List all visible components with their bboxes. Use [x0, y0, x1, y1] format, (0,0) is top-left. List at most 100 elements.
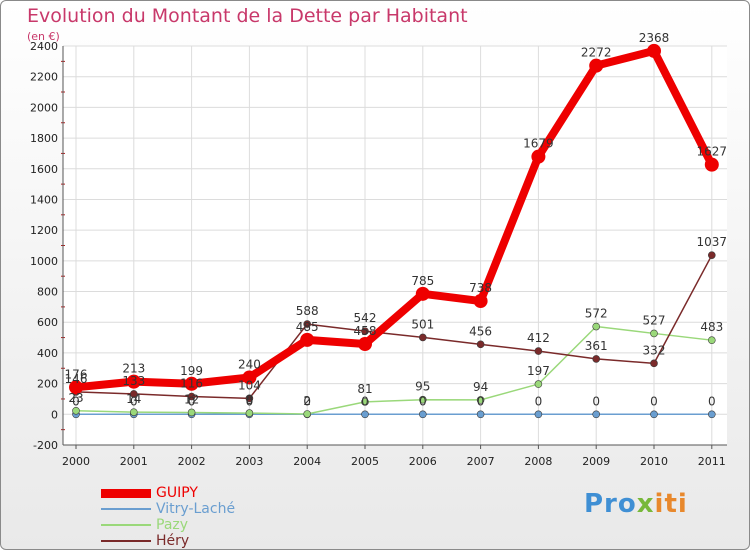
- legend-label: Héry: [156, 533, 190, 549]
- data-label-hery: 332: [643, 343, 666, 357]
- data-label-hery: 116: [180, 377, 203, 391]
- y-tick-label: 2000: [30, 101, 58, 114]
- data-label-vitry-lache: 0: [246, 394, 254, 408]
- data-point-vitry-lache: [418, 410, 427, 419]
- data-label-hery: 104: [238, 378, 261, 392]
- data-label-guipy: 785: [411, 274, 434, 288]
- data-point-pazy: [245, 409, 254, 417]
- y-tick-label: 0: [51, 408, 58, 421]
- data-label-vitry-lache: 0: [72, 394, 80, 408]
- data-label-guipy: 458: [354, 324, 377, 338]
- data-label-vitry-lache: 0: [419, 394, 427, 408]
- data-point-pazy: [418, 395, 427, 404]
- data-point-pazy: [187, 408, 196, 417]
- legend-label: Pazy: [156, 517, 189, 533]
- data-label-vitry-lache: 0: [592, 394, 600, 408]
- data-label-pazy: 527: [643, 313, 666, 327]
- data-label-pazy: 23: [68, 391, 83, 405]
- x-tick-label: 2000: [62, 455, 90, 468]
- data-point-pazy: [361, 398, 369, 406]
- data-label-guipy: 213: [122, 362, 145, 376]
- data-point-guipy: [126, 374, 141, 389]
- y-tick-label: 1000: [30, 255, 58, 268]
- data-label-hery: 542: [354, 311, 377, 325]
- chart-subtitle: (en €): [27, 30, 60, 43]
- data-label-guipy: 176: [65, 367, 88, 381]
- data-point-hery: [534, 347, 543, 355]
- data-point-pazy: [707, 336, 716, 344]
- data-point-pazy: [130, 408, 138, 416]
- data-label-guipy: 1627: [697, 145, 728, 159]
- data-label-hery: 1037: [697, 235, 728, 249]
- data-label-vitry-lache: 0: [188, 394, 196, 408]
- y-tick-label: 400: [37, 347, 58, 360]
- data-label-guipy: 199: [180, 364, 203, 378]
- data-point-guipy: [704, 157, 719, 172]
- data-point-pazy: [72, 406, 80, 415]
- data-label-pazy: 12: [184, 392, 199, 406]
- y-tick-label: 1200: [30, 224, 58, 237]
- data-label-vitry-lache: 0: [130, 394, 138, 408]
- data-point-guipy: [358, 337, 372, 352]
- data-label-pazy: 572: [585, 307, 608, 321]
- data-point-hery: [476, 340, 485, 349]
- data-point-guipy: [589, 58, 604, 73]
- y-tick-label: 600: [37, 316, 58, 329]
- data-point-pazy: [650, 329, 658, 338]
- x-tick-label: 2010: [640, 455, 668, 468]
- series-line-guipy: [72, 46, 716, 392]
- data-point-hery: [592, 355, 601, 363]
- data-label-hery: 501: [411, 317, 434, 331]
- data-label-vitry-lache: 0: [708, 394, 716, 408]
- data-point-hery: [650, 359, 658, 368]
- data-label-guipy: 485: [296, 320, 319, 334]
- data-point-pazy: [534, 380, 543, 388]
- data-point-hery: [187, 392, 196, 401]
- data-point-hery: [303, 320, 312, 328]
- data-point-hery: [418, 333, 427, 342]
- data-point-hery: [245, 394, 254, 403]
- y-tick-label: 1800: [30, 132, 58, 145]
- x-tick-label: 2011: [698, 455, 726, 468]
- data-point-guipy: [531, 149, 546, 164]
- data-point-guipy: [69, 380, 83, 395]
- data-point-vitry-lache: [592, 410, 601, 419]
- proxiti-logo: Proxiti: [584, 489, 688, 519]
- data-point-guipy: [473, 294, 488, 309]
- series-line-hery: [75, 254, 713, 400]
- data-label-hery: 412: [527, 331, 550, 345]
- legend-swatch-pazy: [101, 524, 151, 526]
- data-point-pazy: [476, 396, 485, 404]
- data-label-vitry-lache: 0: [477, 394, 485, 408]
- data-label-pazy: 14: [126, 392, 141, 406]
- data-label-guipy: 2272: [581, 46, 612, 60]
- data-label-hery: 456: [469, 324, 492, 338]
- data-point-guipy: [184, 376, 199, 391]
- data-label-hery: 146: [65, 372, 88, 386]
- data-point-pazy: [303, 410, 312, 418]
- data-label-pazy: 8: [246, 393, 254, 407]
- data-point-guipy: [647, 43, 661, 58]
- y-tick-label: 2400: [30, 40, 58, 53]
- y-tick-label: 1600: [30, 163, 58, 176]
- data-point-hery: [361, 327, 369, 335]
- data-label-hery: 133: [122, 374, 145, 388]
- y-tick-label: 200: [37, 378, 58, 391]
- data-point-guipy: [242, 370, 257, 385]
- x-tick-label: 2001: [120, 455, 148, 468]
- data-point-pazy: [592, 322, 601, 331]
- logo-part: x: [636, 489, 655, 519]
- data-label-hery: 361: [585, 339, 608, 353]
- legend-label: GUIPY: [156, 485, 198, 501]
- data-point-vitry-lache: [707, 410, 716, 419]
- data-point-vitry-lache: [534, 410, 543, 419]
- data-point-vitry-lache: [650, 410, 658, 419]
- y-tick-label: 2200: [30, 71, 58, 84]
- data-point-guipy: [415, 286, 430, 301]
- data-point-hery: [707, 251, 716, 259]
- logo-part: iti: [654, 489, 688, 519]
- data-label-pazy: 95: [415, 380, 430, 394]
- data-label-hery: 588: [296, 304, 319, 318]
